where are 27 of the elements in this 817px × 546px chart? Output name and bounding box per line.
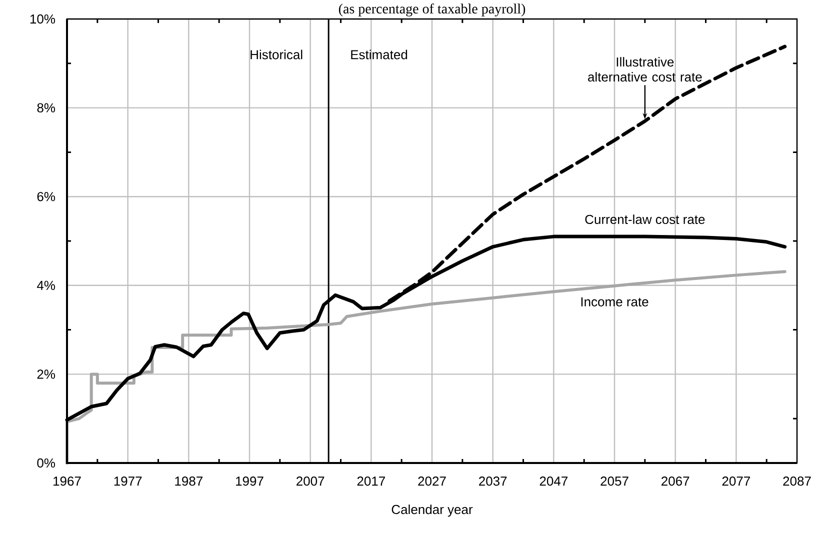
x-tick-label: 2047	[540, 476, 568, 486]
annotation: Historical	[250, 50, 302, 60]
y-tick-label: 0%	[37, 458, 56, 468]
x-tick-label: 2087	[783, 476, 811, 486]
x-tick-label: 2017	[357, 476, 385, 486]
x-tick-label: 2057	[600, 476, 628, 486]
y-tick-label: 2%	[37, 370, 56, 379]
x-tick-label: 1997	[236, 476, 264, 486]
chart-subtitle: (as percentage of taxable payroll)	[338, 4, 526, 16]
x-tick-label: 2077	[722, 476, 750, 486]
y-tick-label: 4%	[36, 280, 56, 290]
x-tick-label: 1977	[114, 476, 142, 486]
y-tick-label: 10%	[30, 14, 56, 24]
series-label: Income rate	[581, 297, 648, 306]
series-label: Illustrative alternative cost rate	[588, 57, 702, 82]
x-tick-label: 1967	[54, 476, 81, 486]
x-tick-label: 1987	[175, 476, 202, 486]
x-tick-label: 2067	[662, 476, 690, 486]
x-tick-label: 2027	[418, 476, 446, 486]
y-tick-label: 6%	[37, 192, 56, 202]
series-label: Current-law cost rate	[585, 214, 705, 224]
line-series	[66, 270, 786, 464]
x-tick-label: 2037	[479, 476, 507, 486]
x-axis-title: Calendar year	[392, 504, 473, 517]
x-tick-label: 2007	[296, 476, 324, 486]
annotation: Estimated	[351, 50, 408, 60]
y-tick-label: 8%	[37, 103, 56, 112]
